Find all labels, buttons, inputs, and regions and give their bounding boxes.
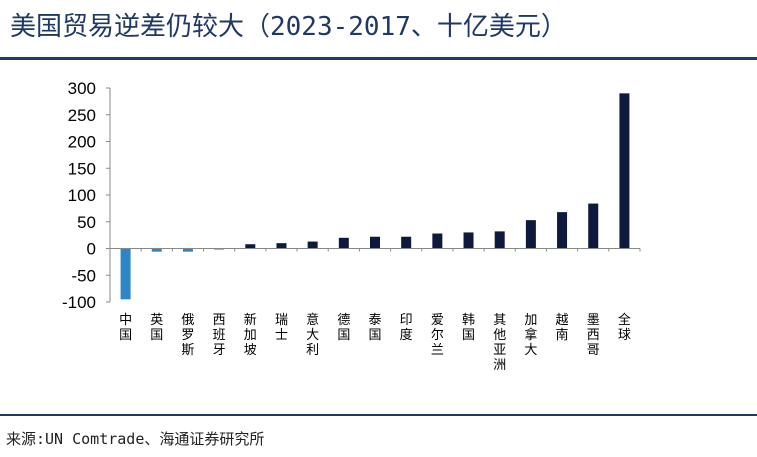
bar-英国 <box>151 248 162 252</box>
y-tick-label: -100 <box>62 293 96 312</box>
bar-其他亚洲 <box>494 231 505 249</box>
category-label: 韩国 <box>462 313 475 343</box>
category-label: 越南 <box>556 313 569 343</box>
bar-全球 <box>619 93 630 249</box>
y-tick-label: -50 <box>71 266 96 285</box>
y-tick-label: 200 <box>68 133 96 152</box>
category-label: 泰国 <box>368 313 381 343</box>
category-label: 意大利 <box>306 312 319 358</box>
chart-title: 美国贸易逆差仍较大（2023-2017、十亿美元） <box>10 12 567 42</box>
y-tick-label: 300 <box>68 79 96 98</box>
category-label: 俄罗斯 <box>181 313 194 358</box>
category-label: 印度 <box>400 313 413 343</box>
category-label: 英国 <box>150 313 163 343</box>
y-tick-label: 150 <box>68 159 96 178</box>
source-note: 来源:UN Comtrade、海通证券研究所 <box>6 430 265 448</box>
category-label: 德国 <box>337 313 350 343</box>
bar-韩国 <box>463 232 474 249</box>
category-label: 瑞士 <box>275 313 288 343</box>
x-axis <box>110 248 641 252</box>
y-tick-label: 50 <box>77 213 96 232</box>
category-label: 中国 <box>119 313 132 343</box>
title-underline <box>0 57 757 60</box>
bar-俄罗斯 <box>182 248 193 252</box>
y-tick-label: 0 <box>87 240 96 259</box>
bar-德国 <box>338 237 349 249</box>
bar-瑞士 <box>276 243 287 249</box>
bar-中国 <box>120 248 131 300</box>
category-label: 西班牙 <box>213 313 226 358</box>
bar-西班牙 <box>214 248 225 250</box>
footer-rule <box>0 414 757 416</box>
bar-加拿大 <box>525 220 536 249</box>
bar-新加坡 <box>245 244 256 249</box>
bars <box>120 93 630 300</box>
category-label: 新加坡 <box>244 312 257 358</box>
category-label: 爱尔兰 <box>431 313 444 358</box>
bar-意大利 <box>307 241 318 249</box>
category-label: 加拿大 <box>524 313 537 358</box>
category-label: 其他亚洲 <box>493 313 506 373</box>
y-tick-label: 100 <box>68 186 96 205</box>
bar-墨西哥 <box>588 203 599 249</box>
y-axis: 300 250 200 150 100 50 0 -50 -100 <box>62 79 111 312</box>
bar-爱尔兰 <box>432 233 443 249</box>
y-tick-label: 250 <box>68 106 96 125</box>
bar-泰国 <box>370 236 380 249</box>
bar-越南 <box>557 212 568 249</box>
bar-印度 <box>401 236 412 249</box>
category-label: 墨西哥 <box>587 313 600 358</box>
category-label: 全球 <box>618 312 631 343</box>
